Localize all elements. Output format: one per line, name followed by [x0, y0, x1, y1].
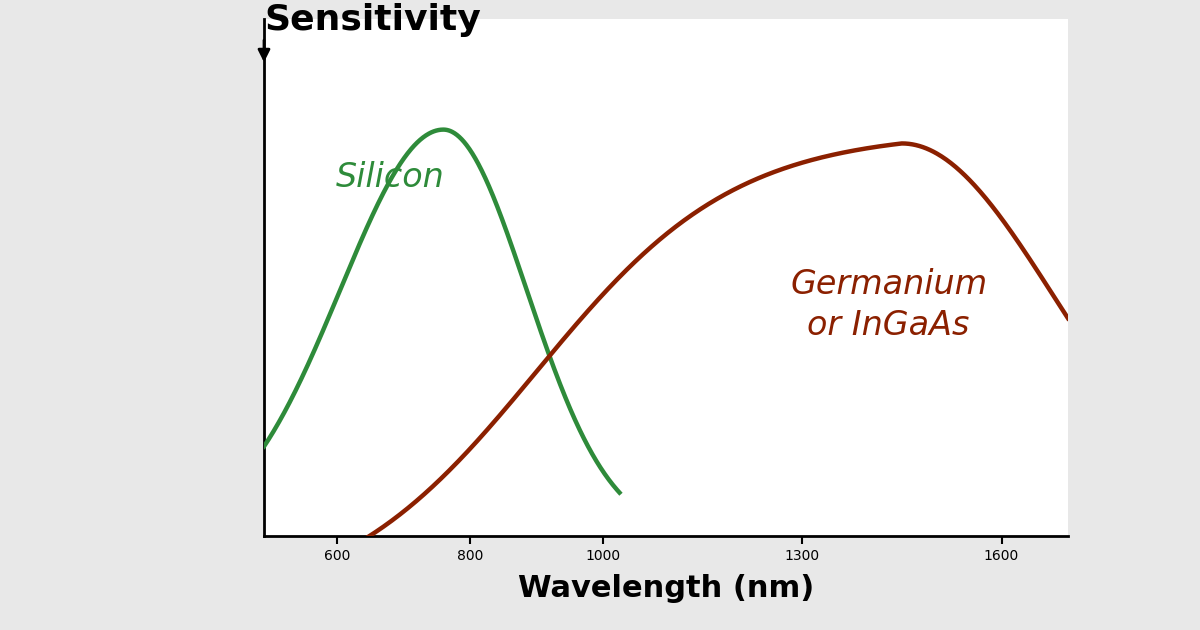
Text: Germanium
or InGaAs: Germanium or InGaAs — [790, 268, 988, 341]
X-axis label: Wavelength (nm): Wavelength (nm) — [518, 574, 814, 603]
Text: Sensitivity: Sensitivity — [264, 3, 481, 37]
Text: Silicon: Silicon — [336, 161, 445, 194]
